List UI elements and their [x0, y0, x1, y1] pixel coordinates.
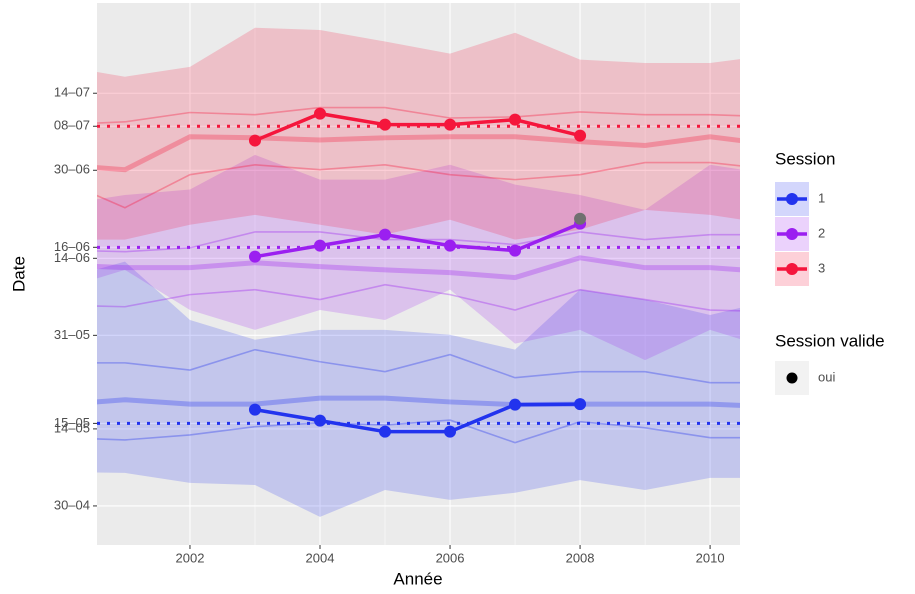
- y-tick-label: 30–04: [54, 497, 90, 512]
- median-line: [97, 395, 740, 408]
- quantile-line: [97, 106, 740, 124]
- grid: [97, 3, 740, 545]
- legend-label: 3: [818, 260, 825, 275]
- ribbon: [97, 154, 740, 361]
- legend-point: [786, 193, 798, 205]
- legend-point: [786, 228, 798, 240]
- point: [509, 398, 522, 411]
- x-axis-title: Année: [393, 569, 442, 588]
- y-tick-label: 14–05: [54, 420, 90, 435]
- y-axis-title: Date: [9, 256, 28, 292]
- x-tick-label: 2002: [176, 550, 205, 565]
- quantile-line: [97, 283, 740, 312]
- point: [574, 398, 587, 411]
- series-line: [254, 111, 581, 143]
- legend: 1 2 3 oui: [775, 182, 835, 395]
- legend-point: [786, 372, 798, 384]
- y-tick-label: 14–06: [54, 250, 90, 265]
- plot: [97, 27, 740, 517]
- point: [509, 244, 522, 257]
- quantile-line: [97, 161, 740, 209]
- quantile-line: [97, 348, 740, 384]
- point: [314, 414, 327, 427]
- point: [314, 239, 327, 252]
- point: [574, 129, 587, 142]
- y-tick-label: 16–06: [54, 239, 90, 254]
- y-tick-label: 31–05: [54, 327, 90, 342]
- point: [379, 228, 392, 241]
- legend-label: oui: [818, 369, 835, 384]
- point: [248, 134, 261, 147]
- y-tick-label: 30–06: [54, 162, 90, 177]
- x-tick-label: 2004: [306, 550, 335, 565]
- y-tick-label: 15–05: [54, 415, 90, 430]
- series-line: [254, 402, 581, 434]
- median-line: [97, 255, 740, 281]
- point: [248, 250, 261, 263]
- x-tick-label: 2010: [696, 550, 725, 565]
- series-line: [254, 222, 581, 259]
- ribbon: [97, 27, 740, 240]
- y-tick-label: 08–07: [54, 118, 90, 133]
- legend-point: [786, 263, 798, 275]
- point: [444, 239, 457, 252]
- legend-title: Session valide: [775, 331, 885, 350]
- legend-label: 2: [818, 225, 825, 240]
- point: [314, 107, 327, 120]
- y-tick-label: 14–07: [54, 85, 90, 100]
- x-tick-label: 2006: [436, 550, 465, 565]
- median-line: [97, 134, 740, 173]
- ribbon: [97, 261, 740, 517]
- point: [444, 425, 457, 438]
- point: [509, 113, 522, 126]
- x-tick-label: 2008: [566, 550, 595, 565]
- legend-title: Session: [775, 149, 835, 168]
- point: [379, 425, 392, 438]
- point: [379, 118, 392, 131]
- point: [444, 118, 457, 131]
- valid-point: [574, 212, 587, 225]
- point: [248, 403, 261, 416]
- legend-label: 1: [818, 190, 825, 205]
